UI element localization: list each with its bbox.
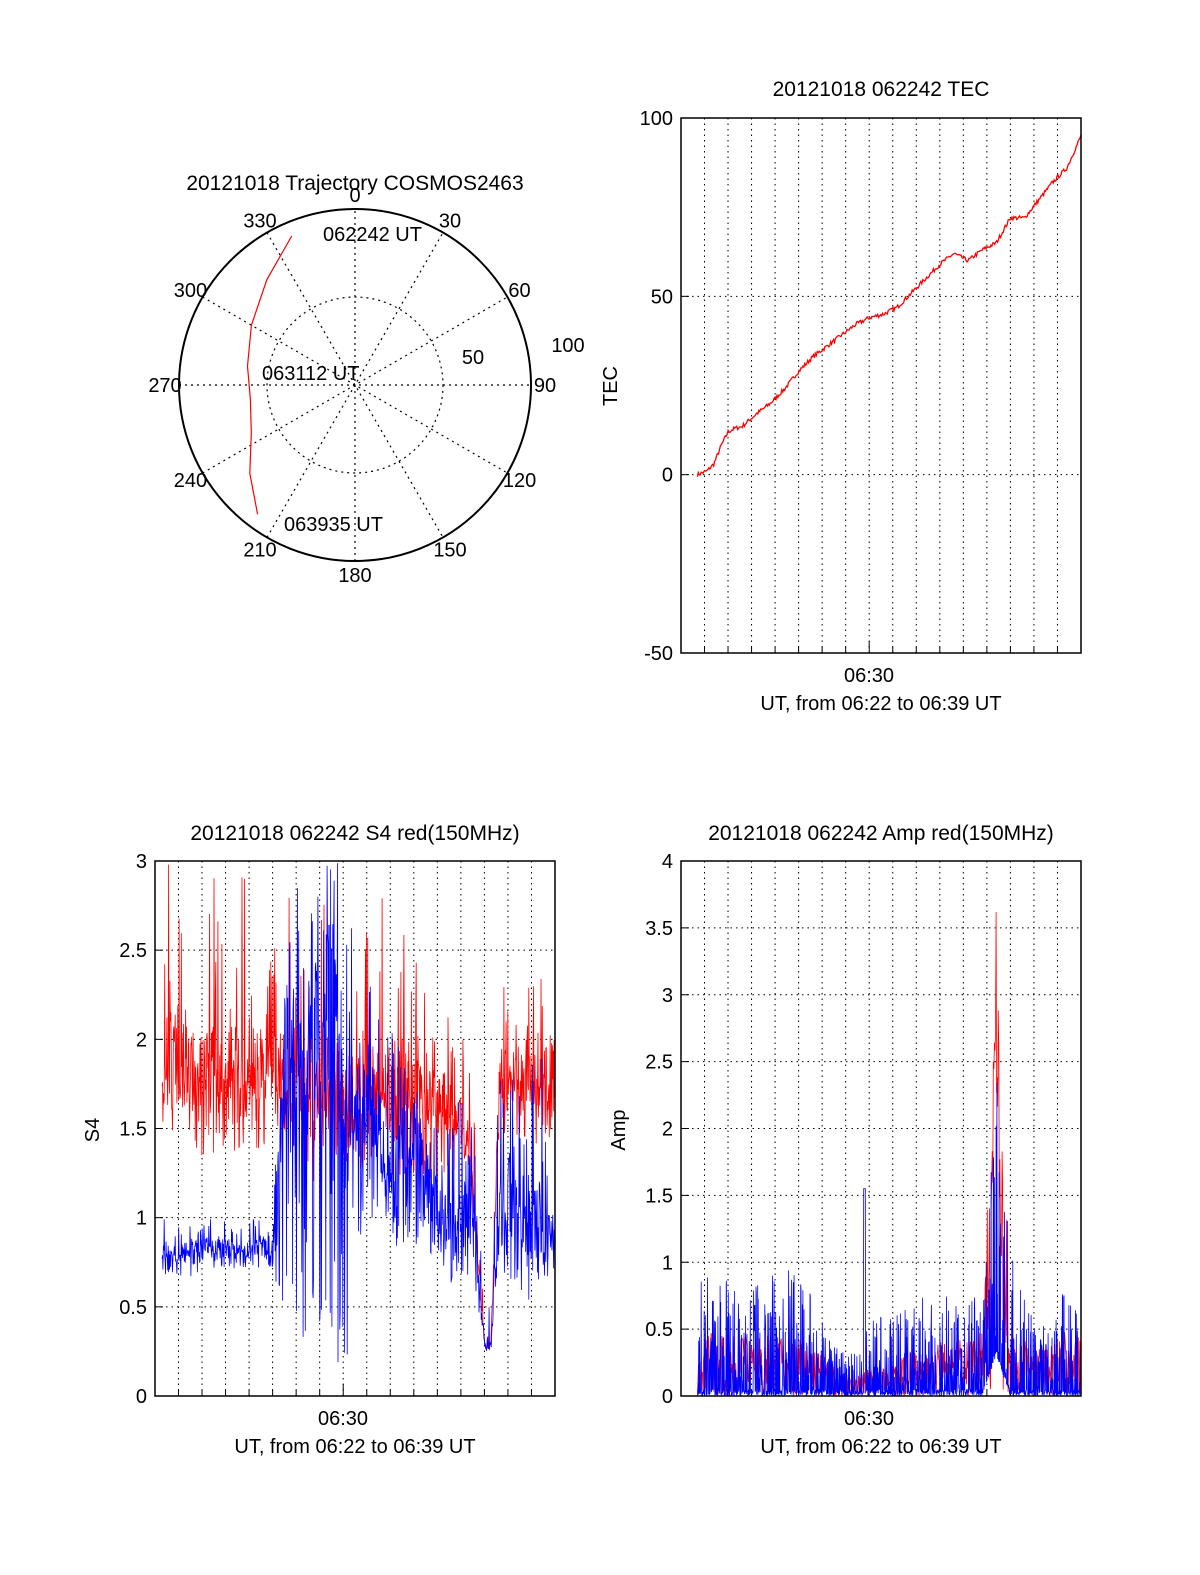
y-tick-label: -50 [644, 643, 673, 665]
tec-title: 20121018 062242 TEC [773, 78, 990, 101]
s4-xlabel: UT, from 06:22 to 06:39 UT [234, 1436, 475, 1458]
y-tick-label: 2 [662, 1119, 673, 1141]
s4-xtick-label: 06:30 [318, 1408, 368, 1430]
polar-angle-label: 300 [174, 280, 207, 302]
polar-angle-label: 180 [338, 565, 371, 587]
y-tick-label: 1 [662, 1252, 673, 1274]
tec-ticks: -50 0 50 100 [640, 108, 1058, 665]
amp-series [697, 912, 1082, 1398]
s4-panel: 20121018 062242 S4 red(150MHz) 0 0.5 1 1.5 2… [82, 822, 556, 1458]
tec-series-line [696, 134, 1082, 477]
amp-ylabel: Amp [608, 1109, 630, 1150]
polar-trajectory-panel: 20121018 Trajectory COSMOS2463 0 30 60 90 12… [148, 172, 584, 587]
polar-angle-label: 120 [503, 470, 536, 492]
tec-frame [680, 117, 1082, 654]
amp-grid [681, 861, 1081, 1396]
amp-blue-series-line [697, 1082, 1082, 1398]
amp-panel: 20121018 062242 Amp red(150MHz) 0 0.5 1 1.5… [608, 822, 1082, 1458]
y-tick-label: 0.5 [119, 1297, 147, 1319]
tec-xtick-label: 06:30 [844, 665, 894, 687]
amp-xtick-label: 06:30 [844, 1408, 894, 1430]
y-tick-label: 3 [136, 851, 147, 873]
tec-grid [681, 118, 1081, 653]
amp-xlabel: UT, from 06:22 to 06:39 UT [760, 1436, 1001, 1458]
polar-angle-label: 330 [243, 210, 276, 232]
y-tick-label: 1.5 [119, 1119, 147, 1141]
s4-frame [154, 860, 556, 1397]
polar-angle-label: 30 [439, 210, 461, 232]
y-tick-label: 0 [662, 1386, 673, 1408]
y-tick-label: 0.5 [645, 1319, 673, 1341]
polar-angle-label: 60 [508, 280, 530, 302]
tec-xlabel: UT, from 06:22 to 06:39 UT [760, 693, 1001, 715]
s4-blue-series-line [161, 863, 556, 1363]
y-tick-label: 0 [136, 1386, 147, 1408]
y-tick-label: 3 [662, 985, 673, 1007]
y-tick-label: 2.5 [645, 1052, 673, 1074]
polar-angle-label: 210 [243, 540, 276, 562]
amp-frame [680, 860, 1082, 1397]
y-tick-label: 50 [651, 286, 673, 308]
polar-title: 20121018 Trajectory COSMOS2463 [186, 172, 523, 195]
polar-trajectory-line [246, 235, 293, 515]
trajectory-mid-label: 063112 UT [262, 363, 359, 385]
s4-series [161, 863, 556, 1363]
polar-angle-label: 270 [148, 375, 181, 397]
polar-angle-label: 150 [433, 540, 466, 562]
trajectory-end-label: 063935 UT [284, 514, 383, 536]
polar-angle-label: 0 [349, 185, 360, 207]
y-tick-label: 1 [136, 1208, 147, 1230]
polar-radial-label-50: 50 [462, 347, 484, 369]
y-tick-label: 1.5 [645, 1185, 673, 1207]
polar-angle-label: 90 [534, 375, 556, 397]
polar-spoke [266, 232, 444, 538]
polar-angle-label: 240 [174, 470, 207, 492]
s4-ylabel: S4 [82, 1118, 104, 1142]
y-tick-label: 0 [662, 465, 673, 487]
y-tick-label: 2 [136, 1029, 147, 1051]
tec-ylabel: TEC [600, 366, 622, 406]
polar-radial-label-100: 100 [551, 335, 584, 357]
amp-title: 20121018 062242 Amp red(150MHz) [708, 822, 1054, 845]
polar-angle-labels: 0 30 60 90 120 150 180 210 240 270 300 330 [148, 185, 556, 587]
y-tick-label: 4 [662, 851, 673, 873]
y-tick-label: 100 [640, 108, 673, 130]
s4-ticks: 0 0.5 1 1.5 2 2.5 3 [119, 851, 532, 1408]
y-tick-label: 3.5 [645, 918, 673, 940]
polar-spokes [179, 209, 531, 561]
s4-title: 20121018 062242 S4 red(150MHz) [190, 822, 519, 845]
trajectory-start-label: 062242 UT [323, 224, 422, 246]
y-tick-label: 2.5 [119, 940, 147, 962]
